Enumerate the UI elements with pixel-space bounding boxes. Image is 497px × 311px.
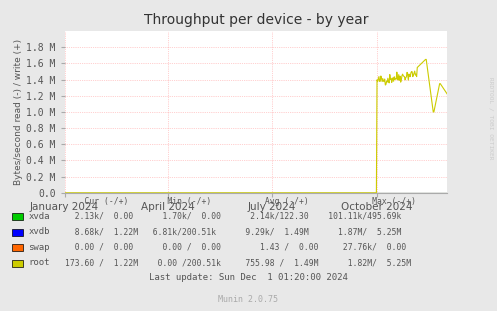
Text: Munin 2.0.75: Munin 2.0.75 bbox=[219, 295, 278, 304]
Text: Cur (-/+)        Min (-/+)           Avg (-/+)             Max (-/+): Cur (-/+) Min (-/+) Avg (-/+) Max (-/+) bbox=[65, 197, 415, 206]
Text: 173.60 /  1.22M    0.00 /200.51k     755.98 /  1.49M      1.82M/  5.25M: 173.60 / 1.22M 0.00 /200.51k 755.98 / 1.… bbox=[65, 258, 411, 267]
Text: 8.68k/  1.22M   6.81k/200.51k      9.29k/  1.49M      1.87M/  5.25M: 8.68k/ 1.22M 6.81k/200.51k 9.29k/ 1.49M … bbox=[65, 227, 401, 236]
Text: 2.13k/  0.00      1.70k/  0.00      2.14k/122.30    101.11k/495.69k: 2.13k/ 0.00 1.70k/ 0.00 2.14k/122.30 101… bbox=[65, 212, 401, 220]
Text: xvda: xvda bbox=[28, 212, 50, 220]
Title: Throughput per device - by year: Throughput per device - by year bbox=[144, 13, 368, 27]
Text: root: root bbox=[28, 258, 50, 267]
Text: 0.00 /  0.00      0.00 /  0.00        1.43 /  0.00     27.76k/  0.00: 0.00 / 0.00 0.00 / 0.00 1.43 / 0.00 27.7… bbox=[65, 243, 406, 252]
Text: swap: swap bbox=[28, 243, 50, 252]
Text: xvdb: xvdb bbox=[28, 227, 50, 236]
Text: RRDTOOL / TOBI OETIKER: RRDTOOL / TOBI OETIKER bbox=[489, 77, 494, 160]
Text: Last update: Sun Dec  1 01:20:00 2024: Last update: Sun Dec 1 01:20:00 2024 bbox=[149, 273, 348, 282]
Y-axis label: Bytes/second read (-) / write (+): Bytes/second read (-) / write (+) bbox=[14, 39, 23, 185]
